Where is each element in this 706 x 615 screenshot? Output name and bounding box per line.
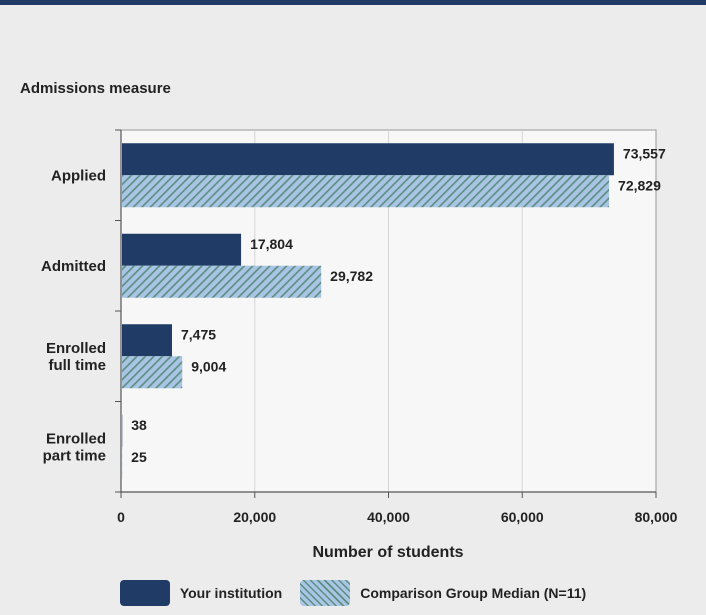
category-label: part time (43, 447, 106, 464)
data-labels: 73,557 72,829 17,804 29,782 7,475 9,004 38 25 (131, 145, 666, 465)
data-label: 7,475 (181, 326, 216, 342)
x-axis-title: Number of students (312, 544, 463, 561)
data-label: 25 (131, 449, 147, 465)
data-label: 72,829 (618, 177, 661, 193)
bar-institution (122, 143, 614, 176)
x-tick-label: 80,000 (635, 509, 678, 525)
category-label: Enrolled (46, 430, 106, 447)
bars (122, 143, 614, 479)
legend-label-comparison: Comparison Group Median (N=11) (360, 585, 587, 601)
legend-item-comparison: Comparison Group Median (N=11) (300, 580, 586, 606)
data-label: 17,804 (250, 236, 293, 252)
bar-chart: 73,557 72,829 17,804 29,782 7,475 9,004 38 25 0… (41, 129, 678, 561)
x-tick-label: 40,000 (367, 509, 410, 525)
legend-swatch-institution (119, 580, 170, 606)
legend-item-institution: Your institution (119, 580, 283, 606)
data-label: 73,557 (623, 145, 666, 161)
data-label: 38 (131, 417, 147, 433)
legend-label-institution: Your institution (179, 585, 283, 601)
top-accent-bar (0, 0, 706, 5)
data-label: 9,004 (191, 358, 226, 374)
legend: Your institution Comparison Group Median… (0, 578, 706, 608)
category-label: Applied (51, 167, 106, 184)
x-tick-label: 0 (117, 509, 125, 525)
category-label: full time (48, 357, 106, 374)
bar-institution (122, 233, 242, 266)
y-axis-title: Admissions measure (20, 80, 171, 97)
bar-comparison (122, 175, 610, 208)
legend-swatch-comparison (300, 580, 351, 606)
bar-comparison (122, 265, 322, 298)
bar-institution (122, 324, 172, 357)
category-label: Enrolled (46, 340, 106, 357)
x-tick-label: 60,000 (501, 509, 544, 525)
bar-comparison (122, 356, 183, 389)
x-tick-label: 20,000 (233, 509, 276, 525)
axes: 0 20,000 40,000 60,000 80,000 Applied Admitted… (41, 129, 678, 525)
category-label: Admitted (41, 258, 106, 275)
data-label: 29,782 (330, 268, 373, 284)
